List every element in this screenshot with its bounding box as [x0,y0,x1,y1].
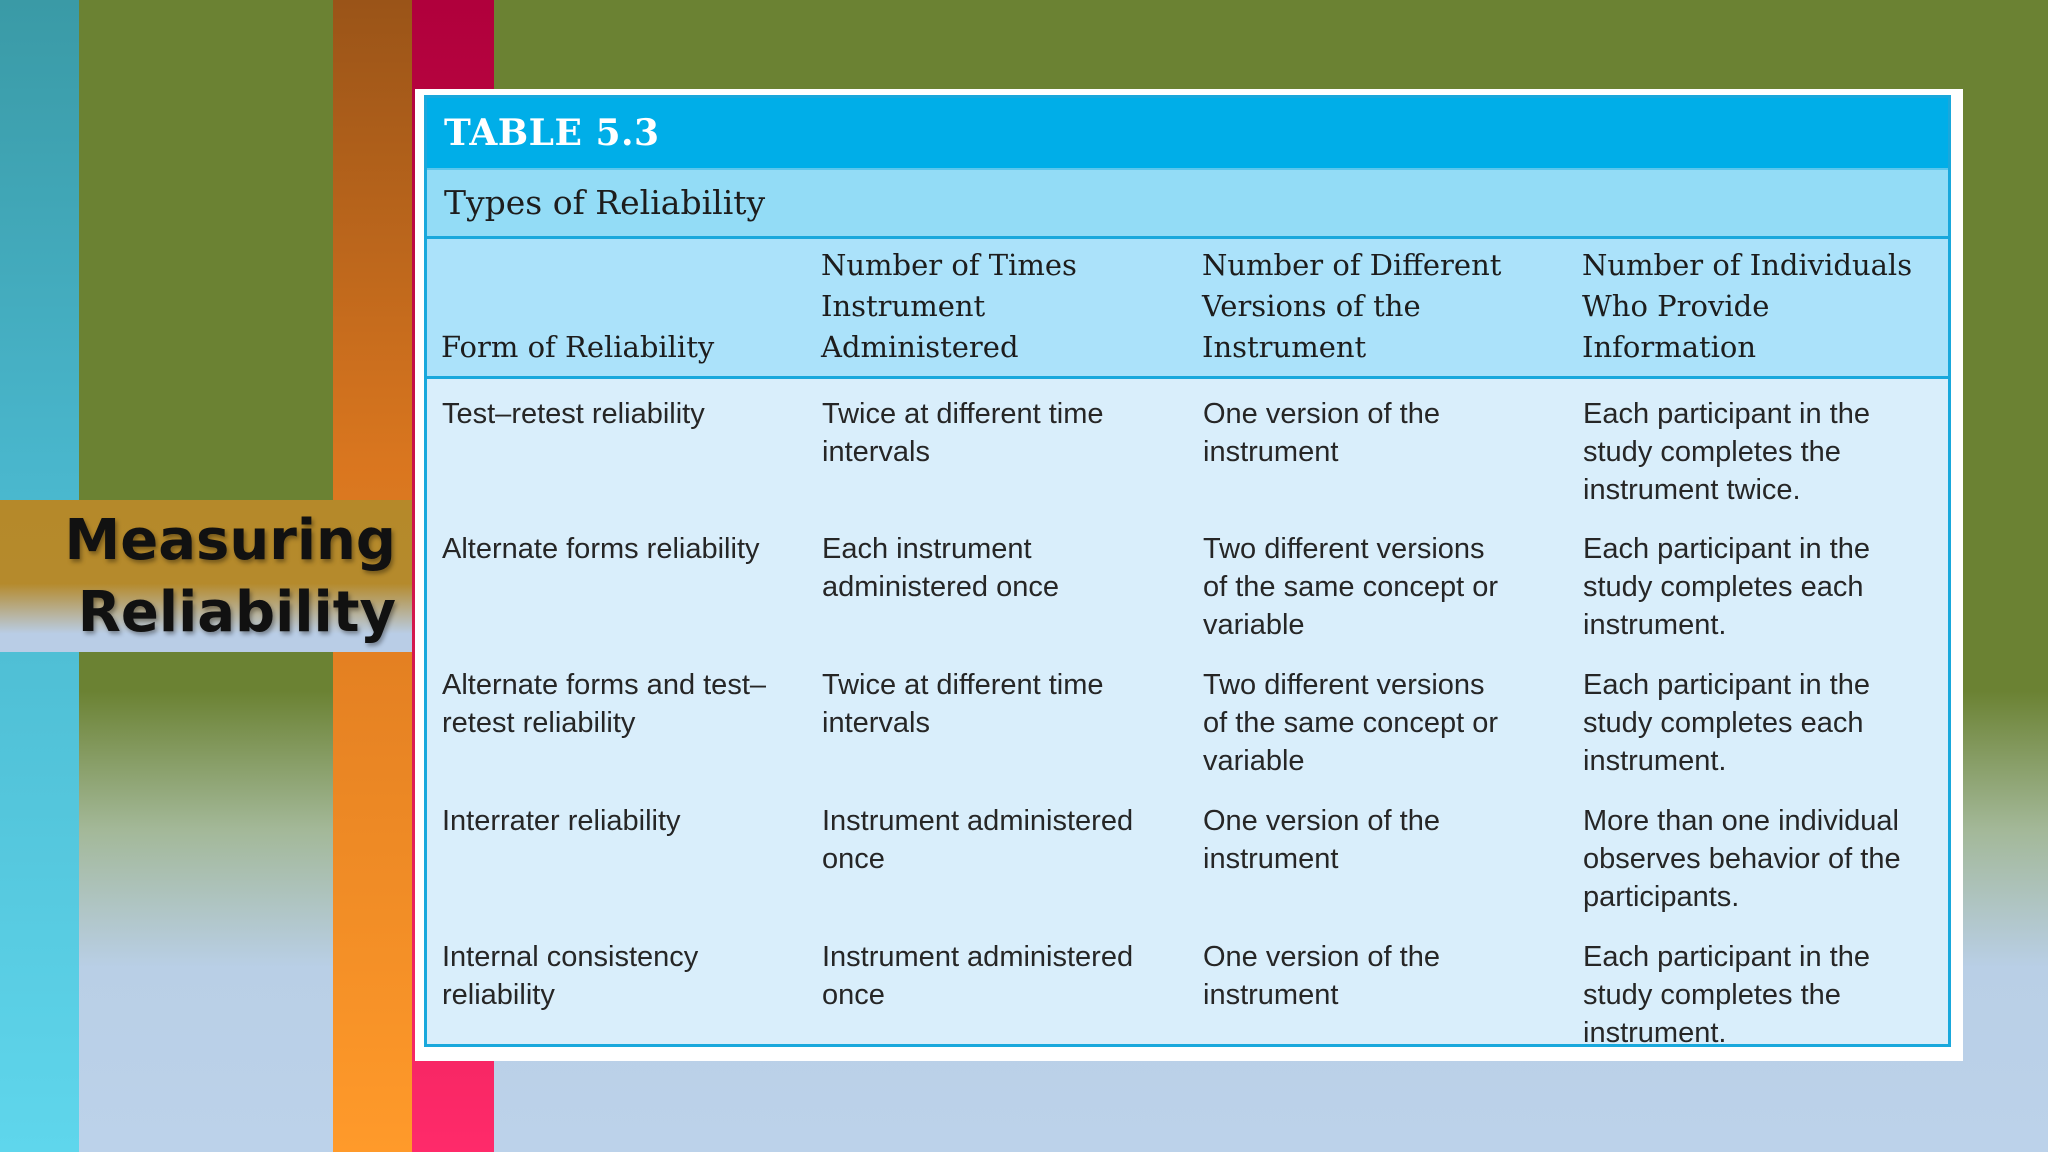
cell-line: instrument. [1583,1016,1727,1049]
cell-line: Alternate forms and test– [442,668,766,701]
cell-line: retest reliability [442,706,636,739]
cell-line: variable [1203,744,1305,777]
cell-line: One version of the [1203,940,1440,973]
cell-line: once [822,842,885,875]
cell-line: study completes each [1583,706,1864,739]
cell-line: Instrument administered [822,804,1134,837]
header-form: Form of Reliability [427,239,807,379]
cell-versions: One version of the instrument [1188,802,1568,938]
header-line: Instrument Administered [821,289,1019,364]
cell-line: Each instrument [822,532,1032,565]
cell-line: administered once [822,570,1059,603]
cell-line: instrument [1203,978,1339,1011]
table-row: Alternate forms and test– retest reliabil… [427,666,1948,802]
slide-title: Measuring Reliability [0,505,396,649]
cell-individuals: Each participant in the study completes e… [1568,666,1948,802]
cell-form: Internal consistency reliability [427,938,807,1074]
header-line: Versions of the Instrument [1202,289,1421,364]
header-row: Form of Reliability Number of Times Inst… [427,239,1948,379]
cell-line: Twice at different time [822,398,1104,430]
cell-line: One version of the [1203,804,1440,837]
cell-times: Instrument administered once [807,802,1188,938]
cell-line: Instrument administered [822,940,1134,973]
table-row: Test–retest reliability Twice at differen… [427,378,1948,530]
table-frame: TABLE 5.3 Types of Reliability Form of R… [415,89,1963,1061]
cell-line: Each participant in the [1583,532,1870,565]
header-line: Number of Times [821,248,1077,282]
cell-versions: One version of the instrument [1188,378,1568,530]
header-line: Form of Reliability [441,330,715,364]
cell-individuals: Each participant in the study completes t… [1568,378,1948,530]
table-caption-bar: Types of Reliability [427,170,1948,239]
cell-line: Test–retest reliability [442,398,705,430]
cell-form: Alternate forms and test– retest reliabil… [427,666,807,802]
cell-line: Two different versions [1203,532,1485,565]
table-caption: Types of Reliability [444,183,766,222]
cell-versions: One version of the instrument [1188,938,1568,1074]
cell-line: of the same concept or [1203,570,1498,603]
slide-title-line-2: Reliability [77,580,396,645]
cell-versions: Two different versions of the same concep… [1188,530,1568,666]
cell-versions: Two different versions of the same concep… [1188,666,1568,802]
cell-individuals: Each participant in the study completes t… [1568,938,1948,1074]
table-number-bar: TABLE 5.3 [427,98,1948,170]
cell-form: Test–retest reliability [427,378,807,530]
cell-line: Each participant in the [1583,668,1870,701]
cell-line: instrument twice. [1583,474,1801,506]
cell-times: Twice at different time intervals [807,378,1188,530]
header-versions: Number of Different Versions of the Inst… [1188,239,1568,379]
cell-line: intervals [822,706,930,739]
table-row: Interrater reliability Instrument adminis… [427,802,1948,938]
cell-line: Two different versions [1203,668,1485,701]
cell-individuals: Each participant in the study completes e… [1568,530,1948,666]
header-individuals: Number of Individuals Who Provide Inform… [1568,239,1948,379]
cell-form: Interrater reliability [427,802,807,938]
cell-line: once [822,978,885,1011]
table-number: TABLE 5.3 [444,112,660,154]
reliability-table: TABLE 5.3 Types of Reliability Form of R… [424,95,1951,1049]
cell-line: participants. [1583,880,1740,913]
cell-line: instrument [1203,842,1339,875]
cell-line: Each participant in the [1583,398,1870,430]
cell-line: observes behavior of the [1583,842,1901,875]
cell-line: instrument. [1583,744,1727,777]
cell-times: Each instrument administered once [807,530,1188,666]
cell-individuals: More than one individual observes behavio… [1568,802,1948,938]
cell-line: More than one individual [1583,804,1899,837]
cell-line: variable [1203,608,1305,641]
table-body: Test–retest reliability Twice at differen… [427,378,1948,1074]
header-line: Number of Individuals [1582,248,1913,282]
cell-line: study completes the [1583,978,1841,1011]
cell-line: One version of the [1203,398,1440,430]
slide-title-line-1: Measuring [64,508,396,573]
data-table: Form of Reliability Number of Times Inst… [427,239,1948,1074]
cell-line: intervals [822,436,930,468]
cell-line: instrument. [1583,608,1727,641]
header-times: Number of Times Instrument Administered [807,239,1188,379]
cell-line: instrument [1203,436,1339,468]
cell-line: study completes the [1583,436,1841,468]
title-band [0,500,412,652]
cell-line: study completes each [1583,570,1864,603]
cell-line: Each participant in the [1583,940,1870,973]
cell-line: of the same concept or [1203,706,1498,739]
table-row: Internal consistency reliability Instrumen… [427,938,1948,1074]
cell-line: Alternate forms reliability [442,532,760,565]
table-row: Alternate forms reliability Each instrume… [427,530,1948,666]
cell-line: Internal consistency [442,940,699,973]
header-line: Number of Different [1202,248,1502,282]
cell-line: reliability [442,978,555,1011]
cell-line: Twice at different time [822,668,1104,701]
header-line: Who Provide Information [1582,289,1770,364]
cell-line: Interrater reliability [442,804,681,837]
cell-form: Alternate forms reliability [427,530,807,666]
cell-times: Instrument administered once [807,938,1188,1074]
cell-times: Twice at different time intervals [807,666,1188,802]
